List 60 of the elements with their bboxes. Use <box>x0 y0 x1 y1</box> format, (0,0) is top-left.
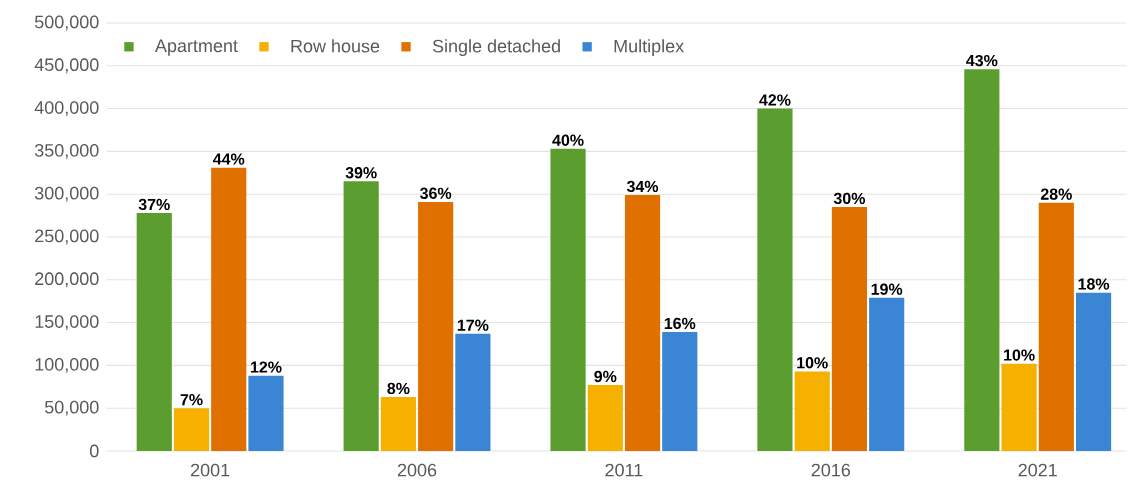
y-tick-label: 500,000 <box>34 15 99 31</box>
x-tick-label: 2011 <box>605 463 643 477</box>
annotation: 9% <box>594 370 617 383</box>
legend-label: Multiplex <box>614 39 684 57</box>
annotation: 30% <box>833 192 866 205</box>
annotation: 8% <box>387 382 410 395</box>
y-tick-label: 150,000 <box>35 315 99 331</box>
bar <box>624 195 661 451</box>
bar <box>418 201 454 451</box>
bar <box>1001 363 1037 451</box>
y-tick-label: 100,000 <box>35 357 99 373</box>
annotation: 17% <box>457 319 489 331</box>
annotation: 40% <box>552 134 584 146</box>
legend-label: Single detached <box>432 39 560 57</box>
annotation: 34% <box>626 180 659 193</box>
bar <box>173 408 210 451</box>
annotation: 42% <box>759 94 791 106</box>
x-tick-label: 2016 <box>811 463 851 477</box>
y-tick-label: 50,000 <box>44 400 99 416</box>
annotation: 44% <box>212 153 245 165</box>
legend-label: Apartment <box>154 39 238 56</box>
bar <box>550 148 586 451</box>
y-tick-label: 350,000 <box>34 143 99 159</box>
bar <box>1038 202 1074 451</box>
y-tick-label: 300,000 <box>34 186 99 202</box>
x-tick-label: 2021 <box>1018 463 1057 477</box>
bar <box>1075 292 1112 451</box>
x-tick-label: 2001 <box>191 463 230 477</box>
bar <box>343 181 379 451</box>
bar <box>211 167 247 451</box>
x-tick-label: 2006 <box>397 463 437 477</box>
bar <box>757 108 793 451</box>
annotation: 18% <box>1078 278 1110 290</box>
annotation: 10% <box>797 357 828 369</box>
bar <box>831 207 868 451</box>
bar <box>587 385 623 451</box>
y-tick-label: 400,000 <box>34 101 99 117</box>
annotation: 16% <box>664 317 696 330</box>
annotation: 10% <box>1004 349 1035 361</box>
legend-label: Row house <box>291 39 380 53</box>
bar <box>662 332 698 451</box>
annotation: 12% <box>250 361 282 373</box>
annotation: 39% <box>345 167 377 179</box>
annotation: 43% <box>966 54 998 67</box>
y-tick-label: 200,000 <box>35 272 99 288</box>
annotation: 7% <box>180 394 203 406</box>
bar <box>136 213 172 451</box>
bar <box>964 69 1000 451</box>
bar <box>380 397 416 451</box>
y-tick-label: 0 <box>90 444 99 458</box>
bar <box>869 297 905 451</box>
y-tick-label: 250,000 <box>35 229 99 245</box>
annotation: 19% <box>871 283 903 295</box>
annotation: 36% <box>420 187 452 199</box>
bar <box>455 333 491 451</box>
annotation: 28% <box>1040 188 1072 200</box>
bar <box>248 375 284 451</box>
bar <box>794 371 830 451</box>
annotation: 37% <box>138 198 170 211</box>
y-tick-label: 450,000 <box>34 58 99 74</box>
